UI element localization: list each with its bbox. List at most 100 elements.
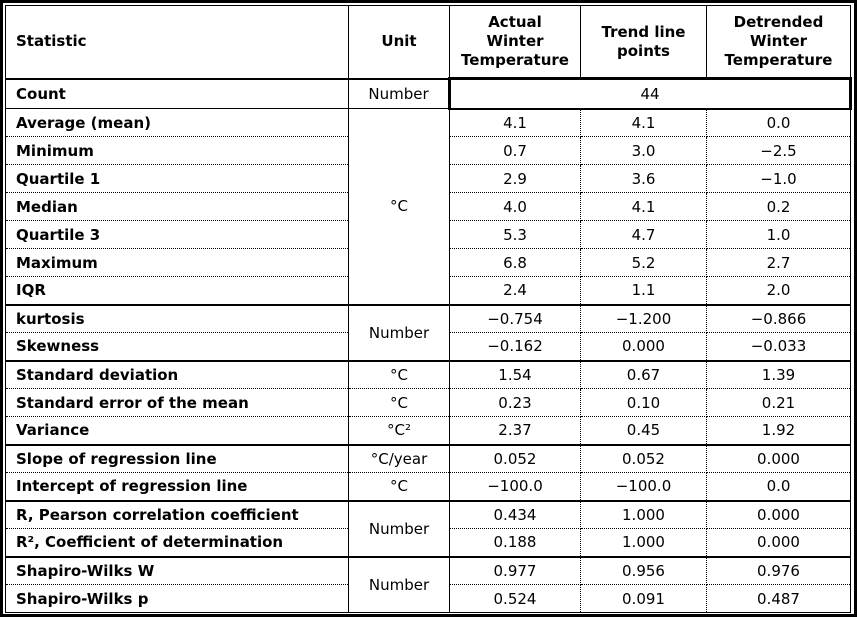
value-cell: 1.54 [449, 360, 581, 389]
statistic-label: Shapiro-Wilks W [5, 556, 349, 585]
value-cell: 2.7 [706, 248, 851, 277]
value-cell: 0.000 [580, 332, 707, 362]
value-cell: −2.5 [706, 136, 851, 165]
table-row: Shapiro-Wilks p 0.524 0.091 0.487 [5, 584, 851, 613]
statistic-label: Shapiro-Wilks p [5, 584, 349, 613]
value-cell: −1.0 [706, 164, 851, 193]
value-cell: 2.37 [449, 416, 581, 446]
value-cell: 1.000 [580, 500, 707, 529]
table-row: Intercept of regression line °C −100.0 −100… [5, 472, 851, 502]
value-cell: 3.6 [580, 164, 707, 193]
value-cell: 0.10 [580, 388, 707, 417]
value-cell: 2.0 [706, 276, 851, 306]
table-row: Minimum 0.7 3.0 −2.5 [5, 136, 851, 165]
statistic-label: Count [5, 78, 349, 109]
column-header-actual-winter-temperature: Actual Winter Temperature [449, 5, 581, 80]
value-cell: 0.956 [580, 556, 707, 585]
value-cell: 4.0 [449, 192, 581, 221]
statistic-label: Quartile 1 [5, 164, 349, 193]
header-row: Statistic Unit Actual Winter Temperature… [5, 5, 851, 80]
value-cell: −1.200 [580, 304, 707, 333]
value-cell: 5.3 [449, 220, 581, 249]
value-cell: 0.000 [706, 500, 851, 529]
statistic-label: Variance [5, 416, 349, 446]
count-value-cell: 44 [448, 77, 852, 110]
table-row: Quartile 3 5.3 4.7 1.0 [5, 220, 851, 249]
unit-cell: °C [348, 472, 450, 502]
unit-cell: °C [348, 108, 450, 306]
value-cell: 1.92 [706, 416, 851, 446]
column-header-unit: Unit [348, 5, 450, 80]
value-cell: 6.8 [449, 248, 581, 277]
statistic-label: Quartile 3 [5, 220, 349, 249]
value-cell: −0.754 [449, 304, 581, 333]
statistic-label: Median [5, 192, 349, 221]
statistic-label: Maximum [5, 248, 349, 277]
table-row: Count Number 44 [5, 77, 852, 110]
table-row: Maximum 6.8 5.2 2.7 [5, 248, 851, 277]
table-row: R², Coefficient of determination 0.188 1.0… [5, 528, 851, 558]
value-cell: 0.976 [706, 556, 851, 585]
table-row: Average (mean) °C 4.1 4.1 0.0 [5, 108, 851, 306]
value-cell: 0.0 [706, 472, 851, 502]
value-cell: 0.2 [706, 192, 851, 221]
table-row: Median 4.0 4.1 0.2 [5, 192, 851, 221]
value-cell: 0.23 [449, 388, 581, 417]
value-cell: 0.67 [580, 360, 707, 389]
unit-cell: Number [348, 78, 450, 109]
value-cell: 1.39 [706, 360, 851, 389]
statistic-label: R, Pearson correlation coefficient [5, 500, 349, 529]
table-row: IQR 2.4 1.1 2.0 [5, 276, 851, 306]
value-cell: 2.4 [449, 276, 581, 306]
statistic-label: Standard error of the mean [5, 388, 349, 417]
table-row: kurtosis Number −0.754 −1.200 −0.866 [5, 304, 851, 362]
value-cell: 0.188 [449, 528, 581, 558]
unit-cell: Number [348, 304, 450, 362]
table-row: Variance °C² 2.37 0.45 1.92 [5, 416, 851, 446]
unit-cell: °C² [348, 416, 450, 446]
value-cell: 0.052 [580, 444, 707, 473]
unit-cell: °C/year [348, 444, 450, 473]
value-cell: −0.033 [706, 332, 851, 362]
value-cell: 1.1 [580, 276, 707, 306]
winter-temperature-statistics-table: Statistic Unit Actual Winter Temperature… [5, 5, 852, 613]
column-header-trend-line-points: Trend line points [580, 5, 707, 80]
value-cell: 1.000 [580, 528, 707, 558]
unit-cell: Number [348, 500, 450, 558]
value-cell: 5.2 [580, 248, 707, 277]
table-row: Standard error of the mean °C 0.23 0.10 0.21 [5, 388, 851, 417]
statistic-label: Minimum [5, 136, 349, 165]
column-header-detrended-winter-temperature: Detrended Winter Temperature [706, 5, 851, 80]
statistic-label: Average (mean) [5, 108, 349, 137]
table-row: Quartile 1 2.9 3.6 −1.0 [5, 164, 851, 193]
table-row: Shapiro-Wilks W Number 0.977 0.956 0.976 [5, 556, 851, 613]
value-cell: 3.0 [580, 136, 707, 165]
value-cell: 2.9 [449, 164, 581, 193]
column-header-statistic: Statistic [5, 5, 349, 80]
value-cell: 0.487 [706, 584, 851, 613]
value-cell: 0.000 [706, 444, 851, 473]
value-cell: 0.000 [706, 528, 851, 558]
statistic-label: Slope of regression line [5, 444, 349, 473]
value-cell: 1.0 [706, 220, 851, 249]
table-row: Skewness −0.162 0.000 −0.033 [5, 332, 851, 362]
value-cell: 0.977 [449, 556, 581, 585]
unit-cell: °C [348, 388, 450, 417]
value-cell: 0.21 [706, 388, 851, 417]
value-cell: −0.866 [706, 304, 851, 333]
value-cell: 4.7 [580, 220, 707, 249]
unit-cell: °C [348, 360, 450, 389]
value-cell: 4.1 [449, 108, 581, 137]
unit-cell: Number [348, 556, 450, 613]
statistic-label: Intercept of regression line [5, 472, 349, 502]
value-cell: 0.45 [580, 416, 707, 446]
value-cell: 0.091 [580, 584, 707, 613]
value-cell: 4.1 [580, 192, 707, 221]
value-cell: −100.0 [580, 472, 707, 502]
value-cell: 0.7 [449, 136, 581, 165]
table-row: Standard deviation °C 1.54 0.67 1.39 [5, 360, 851, 389]
value-cell: −100.0 [449, 472, 581, 502]
statistic-label: Skewness [5, 332, 349, 362]
statistic-label: R², Coefficient of determination [5, 528, 349, 558]
